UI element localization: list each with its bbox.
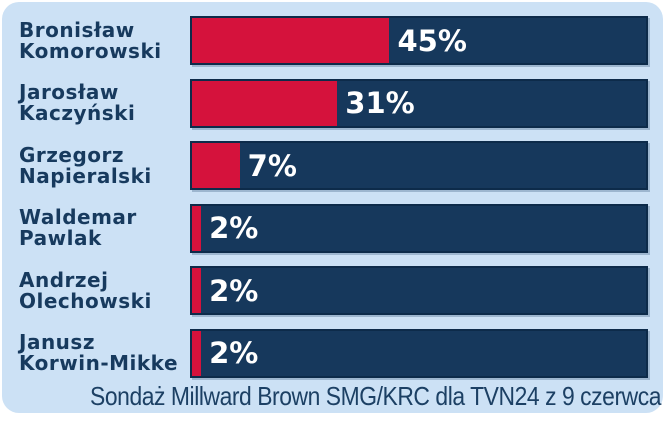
poll-row: Waldemar Pawlak 2% <box>2 203 648 253</box>
percent-label: 2% <box>209 336 259 371</box>
poll-row: Andrzej Olechowski 2% <box>2 266 648 316</box>
percent-label: 2% <box>209 273 259 308</box>
bar-fill <box>192 268 202 314</box>
candidate-last-name: Kaczyński <box>19 101 136 126</box>
candidate-first-name: Grzegorz <box>19 142 125 167</box>
candidate-first-name: Jarosław <box>19 80 119 105</box>
bar-track: 2% <box>190 328 648 378</box>
candidate-last-name: Komorowski <box>19 38 162 63</box>
candidate-name: Jarosław Kaczyński <box>2 79 190 128</box>
percent-label: 31% <box>345 86 415 121</box>
candidate-name: Waldemar Pawlak <box>2 204 190 253</box>
candidate-last-name: Olechowski <box>19 288 152 313</box>
candidate-name: Andrzej Olechowski <box>2 266 190 315</box>
bar-fill <box>192 18 390 63</box>
bar-fill <box>192 330 202 376</box>
candidate-name: Bronisław Komorowski <box>2 16 190 65</box>
bar-track: 31% <box>190 78 648 128</box>
candidate-last-name: Pawlak <box>19 226 102 251</box>
candidate-name: Grzegorz Napieralski <box>2 141 190 190</box>
bar-track: 7% <box>190 141 648 191</box>
poll-row: Grzegorz Napieralski 7% <box>2 141 648 191</box>
candidate-first-name: Waldemar <box>19 205 137 230</box>
poll-row: Jarosław Kaczyński 31% <box>2 78 648 128</box>
candidate-last-name: Napieralski <box>19 163 152 188</box>
source-caption: Sondaż Millward Brown SMG/KRC dla TVN24 … <box>90 381 662 411</box>
bar-fill <box>192 205 202 251</box>
percent-label: 2% <box>209 211 259 246</box>
candidate-first-name: Janusz <box>19 330 95 355</box>
candidate-first-name: Bronisław <box>19 17 135 42</box>
poll-row: Bronisław Komorowski 45% <box>2 16 648 65</box>
poll-rows: Bronisław Komorowski 45% Jarosław Kaczyń… <box>2 16 648 378</box>
candidate-name: Janusz Korwin-Mikke <box>2 329 190 378</box>
candidate-last-name: Korwin-Mikke <box>19 351 179 376</box>
bar-track: 2% <box>190 266 648 316</box>
percent-label: 7% <box>247 148 297 183</box>
bar-fill <box>192 80 338 126</box>
candidate-first-name: Andrzej <box>19 267 109 292</box>
bar-track: 2% <box>190 203 648 253</box>
poll-row: Janusz Korwin-Mikke 2% <box>2 328 648 378</box>
poll-chart-panel: Bronisław Komorowski 45% Jarosław Kaczyń… <box>2 2 663 413</box>
bar-track: 45% <box>190 16 648 65</box>
bar-fill <box>192 143 240 189</box>
percent-label: 45% <box>397 23 467 58</box>
